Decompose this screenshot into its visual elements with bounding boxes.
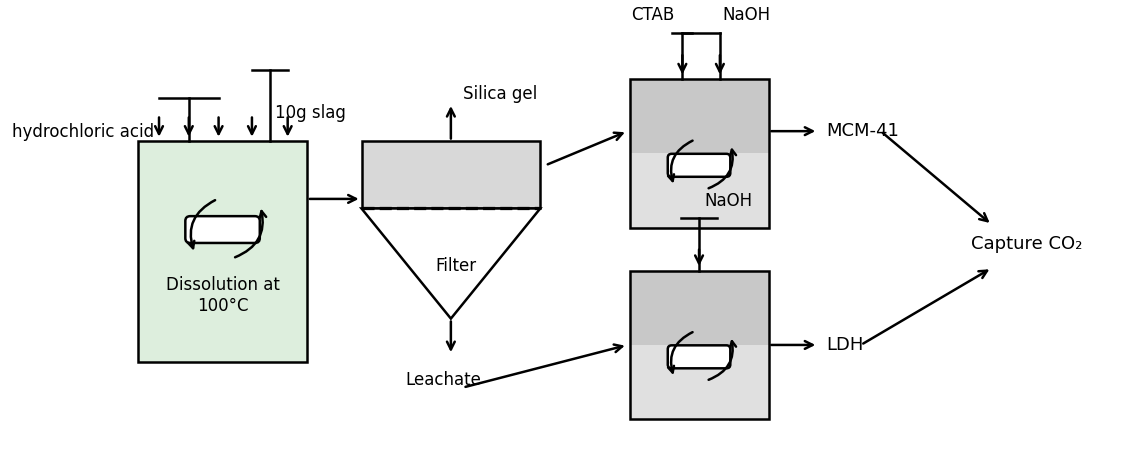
Bar xyxy=(629,345,768,419)
Text: LDH: LDH xyxy=(826,336,864,354)
Text: 10g slag: 10g slag xyxy=(274,104,346,122)
Bar xyxy=(629,153,768,228)
Text: MCM-41: MCM-41 xyxy=(826,122,899,140)
Text: NaOH: NaOH xyxy=(723,6,770,24)
Bar xyxy=(629,79,768,228)
Text: Dissolution at
100°C: Dissolution at 100°C xyxy=(166,276,280,315)
Bar xyxy=(629,79,768,153)
Text: hydrochloric acid: hydrochloric acid xyxy=(13,123,155,141)
Bar xyxy=(629,271,768,345)
FancyBboxPatch shape xyxy=(668,345,731,368)
Text: Silica gel: Silica gel xyxy=(463,85,537,102)
Bar xyxy=(629,271,768,419)
Polygon shape xyxy=(362,208,541,318)
FancyBboxPatch shape xyxy=(185,216,259,243)
Text: CTAB: CTAB xyxy=(632,6,675,24)
Bar xyxy=(138,141,307,362)
Bar xyxy=(362,141,541,208)
Text: NaOH: NaOH xyxy=(704,192,752,210)
Text: Capture CO₂: Capture CO₂ xyxy=(971,235,1082,253)
FancyBboxPatch shape xyxy=(668,154,731,177)
Text: Filter: Filter xyxy=(435,257,477,275)
Text: Leachate: Leachate xyxy=(405,371,481,389)
